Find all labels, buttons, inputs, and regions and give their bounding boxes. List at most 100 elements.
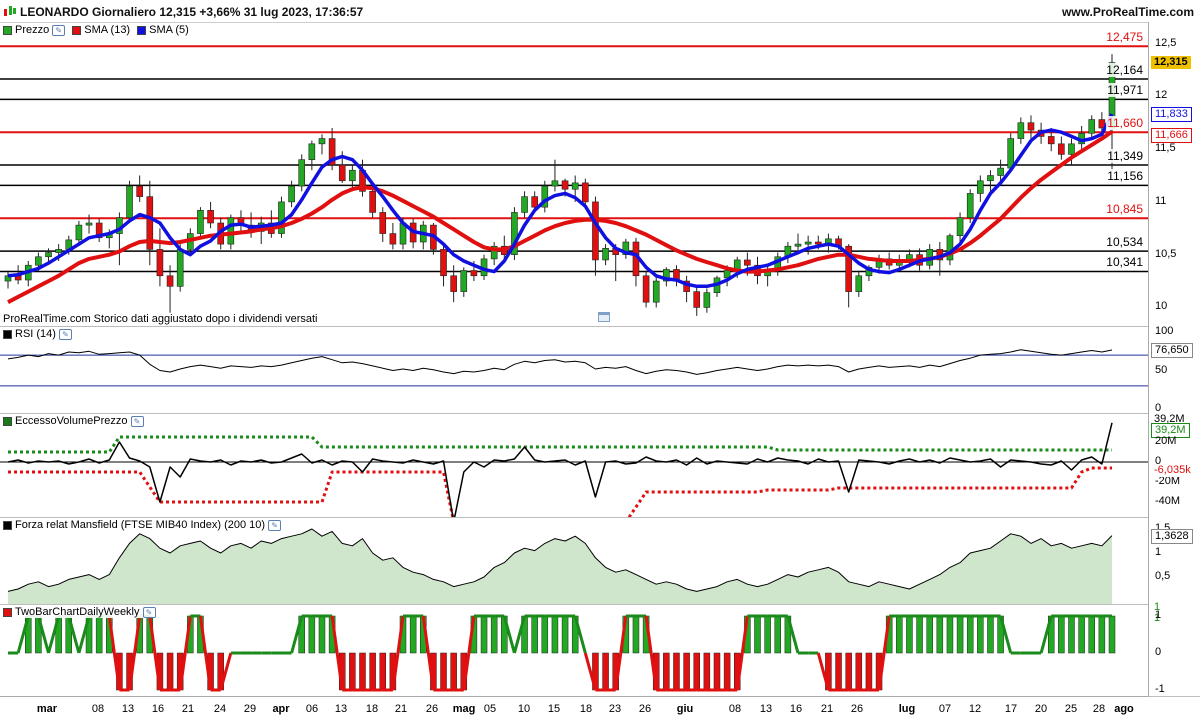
axis-tick: 50 bbox=[1155, 363, 1168, 376]
candle-body bbox=[966, 193, 974, 219]
date-tick: 26 bbox=[425, 703, 439, 715]
candle-body bbox=[470, 270, 478, 277]
level-label: 11,660 bbox=[1106, 116, 1144, 131]
twobar-bar bbox=[865, 652, 873, 691]
sma13-badge: 11,666 bbox=[1151, 127, 1192, 143]
candle-body bbox=[389, 233, 397, 245]
candle-body bbox=[1088, 119, 1096, 134]
candle-body bbox=[987, 175, 994, 182]
calendar-icon[interactable] bbox=[598, 311, 610, 323]
date-tick: 21 bbox=[394, 703, 408, 715]
price-axis[interactable]: 12,5 12 11,5 11 10,5 10 12,315 11,833 11,666 bbox=[1148, 22, 1200, 327]
twobar-line bbox=[583, 652, 597, 691]
candle-body bbox=[207, 210, 214, 224]
date-tick: 21 bbox=[181, 703, 195, 715]
mansfield-area bbox=[8, 529, 1112, 604]
axis-tick: 0,5 bbox=[1155, 570, 1171, 582]
rsi-panel[interactable]: RSI (14) ✎ bbox=[0, 326, 1148, 414]
twobar-bar bbox=[308, 615, 316, 654]
twobar-line bbox=[421, 615, 435, 691]
date-tick: 13 bbox=[121, 703, 135, 715]
site-label[interactable]: www.ProRealTime.com bbox=[1061, 5, 1194, 19]
candle-body bbox=[440, 249, 447, 277]
chart-title: LEONARDO Giornaliero 12,315 +3,66% 31 lu… bbox=[20, 5, 364, 19]
candle-body bbox=[460, 270, 468, 292]
candle-body bbox=[571, 182, 579, 190]
date-tick: mag bbox=[452, 703, 476, 715]
candle-body bbox=[693, 291, 701, 308]
rsi-badge: 76,650 bbox=[1151, 342, 1193, 358]
twobar-bar bbox=[754, 615, 761, 654]
candle-body bbox=[1047, 136, 1055, 145]
twobar-bar bbox=[966, 615, 974, 654]
price-chart bbox=[0, 45, 1148, 316]
candle-body bbox=[723, 270, 731, 279]
mansfield-title: Forza relat Mansfield (FTSE MIB40 Index)… bbox=[15, 519, 266, 531]
candle-body bbox=[176, 249, 184, 287]
sma13-line bbox=[7, 129, 1114, 304]
data-note: ProRealTime.com Storico dati aggiustato … bbox=[3, 313, 318, 325]
twobar-line bbox=[290, 615, 304, 654]
twobar-line bbox=[128, 615, 142, 691]
twobar-bar bbox=[926, 615, 933, 654]
price-panel[interactable]: Prezzo ✎ SMA (13) SMA (5) 12,475 12,164 11… bbox=[0, 22, 1148, 327]
wrench-icon[interactable]: ✎ bbox=[268, 519, 282, 531]
twobar-bar bbox=[409, 615, 417, 654]
mansfield-axis[interactable]: 1,510,51,3628 bbox=[1148, 517, 1200, 605]
rsi-title: RSI (14) bbox=[15, 328, 56, 340]
candle-body bbox=[379, 212, 387, 234]
candle-body bbox=[278, 201, 285, 234]
twobar-bar bbox=[764, 615, 771, 654]
twobar-line bbox=[462, 615, 476, 691]
axis-tick: 0 bbox=[1155, 646, 1162, 658]
twobar-axis[interactable]: 1 1 1 0 -1 bbox=[1148, 601, 1200, 697]
candle-body bbox=[156, 249, 164, 277]
twobar-bar bbox=[723, 652, 731, 691]
volume-panel[interactable]: EccessoVolumePrezzo ✎ bbox=[0, 413, 1148, 518]
twobar-bar bbox=[906, 615, 913, 654]
mansfield-line bbox=[7, 528, 1113, 592]
twobar-bar bbox=[440, 652, 447, 691]
level-label: 12,475 bbox=[1105, 30, 1144, 45]
date-axis[interactable]: mar 08 13 16 21 24 29 apr 06 13 18 21 26 mag 05 10 15 18 2… bbox=[0, 696, 1148, 721]
candle-body bbox=[997, 167, 1004, 176]
candle-body bbox=[146, 196, 154, 250]
volume-axis[interactable]: 39,2M 39,2M 20M 0 -20M -40M -6,035k bbox=[1148, 413, 1200, 518]
mansfield-badge: 1,3628 bbox=[1151, 528, 1193, 544]
twobar-bar bbox=[561, 615, 569, 654]
candle-body bbox=[977, 180, 984, 194]
twobar-bar bbox=[1068, 615, 1075, 654]
level-label: 10,534 bbox=[1105, 235, 1144, 250]
wrench-icon[interactable]: ✎ bbox=[130, 415, 144, 427]
twobar-line bbox=[77, 615, 91, 654]
sma5-legend-label: SMA (5) bbox=[149, 24, 189, 36]
twobar-line bbox=[67, 615, 81, 654]
rsi-axis[interactable]: 100 50 0 76,650 bbox=[1148, 325, 1200, 414]
axis-tick: 0 bbox=[1155, 402, 1162, 414]
twobar-bar bbox=[673, 652, 680, 691]
volume-upper-badge: 39,2M bbox=[1151, 423, 1190, 438]
volume-lower-band bbox=[8, 466, 1112, 517]
candle-body bbox=[490, 245, 498, 260]
candle-body bbox=[1058, 143, 1065, 155]
wrench-icon[interactable]: ✎ bbox=[58, 328, 72, 340]
rsi-swatch bbox=[3, 329, 12, 339]
wrench-icon[interactable]: ✎ bbox=[52, 24, 66, 36]
twobar-bar bbox=[977, 615, 984, 654]
mansfield-panel[interactable]: Forza relat Mansfield (FTSE MIB40 Index)… bbox=[0, 517, 1148, 605]
candle-body bbox=[1007, 138, 1015, 169]
twobar-line bbox=[816, 652, 830, 691]
twobar-panel[interactable]: TwoBarChartDailyWeekly ✎ bbox=[0, 604, 1148, 697]
mansfield-swatch bbox=[3, 520, 12, 530]
level-label: 10,341 bbox=[1105, 255, 1144, 270]
rsi-chart bbox=[0, 349, 1148, 387]
window-title-bar: LEONARDO Giornaliero 12,315 +3,66% 31 lu… bbox=[0, 0, 1200, 23]
twobar-bar bbox=[379, 652, 387, 691]
wrench-icon[interactable]: ✎ bbox=[142, 606, 156, 618]
twobar-bar bbox=[369, 652, 376, 691]
candle-body bbox=[85, 222, 93, 226]
sma5-line bbox=[7, 113, 1114, 289]
axis-tick: 0 bbox=[1155, 455, 1162, 467]
twobar-bar bbox=[1088, 615, 1095, 654]
twobar-bar bbox=[166, 652, 174, 691]
